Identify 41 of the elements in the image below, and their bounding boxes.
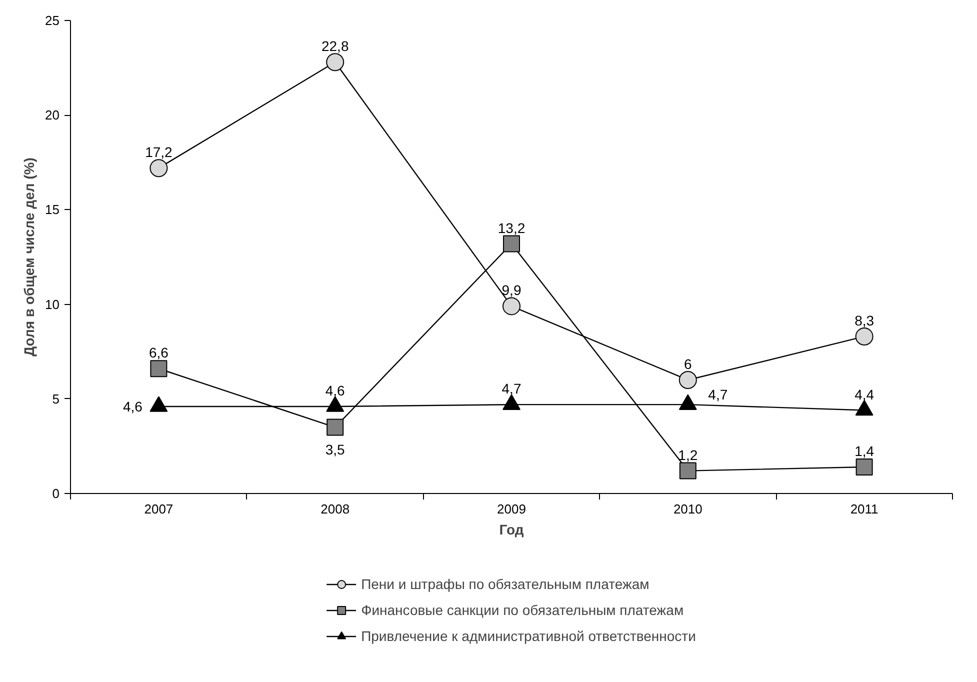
data-label: 13,2	[498, 220, 526, 236]
point	[678, 370, 697, 389]
data-label: 22,8	[321, 38, 349, 54]
data-label: 17,2	[145, 144, 173, 160]
data-label: 4,4	[854, 386, 874, 402]
data-label: 4,7	[502, 380, 522, 397]
legend-label: Финансовые санкции по обязательным платежам	[361, 602, 684, 618]
y-tick-label: 10	[45, 296, 60, 312]
point	[503, 235, 520, 252]
data-label: 1,4	[854, 443, 874, 460]
x-axis-title: Год	[499, 522, 524, 538]
legend-label: Пени и штрафы по обязательным платежам	[361, 576, 650, 592]
data-label: 3,5	[325, 441, 346, 458]
data-label: 4,7	[708, 386, 728, 403]
point	[855, 327, 874, 346]
x-tick-label: 2009	[497, 502, 526, 516]
y-tick-label: 5	[52, 391, 60, 406]
point	[502, 297, 520, 316]
data-label: 9,9	[502, 282, 522, 298]
y-tick-label: 15	[45, 202, 60, 218]
y-axis-title: Доля в общем числе дел (%)	[21, 158, 38, 356]
point	[326, 418, 344, 436]
x-tick-label: 2011	[850, 502, 878, 516]
x-tick-label: 2010	[673, 502, 702, 516]
point	[150, 360, 168, 378]
point	[150, 159, 168, 178]
y-tick-label: 20	[45, 108, 60, 123]
x-tick-label: 2007	[144, 502, 174, 516]
data-label: 6,6	[148, 344, 169, 361]
x-tick-label: 2008	[320, 502, 350, 516]
legend-label: Привлечение к административной ответственности	[361, 628, 696, 644]
y-tick-label: 25	[45, 13, 60, 28]
data-label: 8,3	[854, 312, 874, 328]
point	[679, 462, 696, 480]
data-label: 4,6	[122, 398, 143, 414]
data-label: 6	[684, 356, 692, 372]
data-label: 1,2	[678, 446, 698, 463]
point	[856, 458, 873, 476]
data-label: 4,6	[325, 382, 346, 398]
point	[326, 53, 344, 72]
y-tick-label: 0	[52, 486, 60, 501]
